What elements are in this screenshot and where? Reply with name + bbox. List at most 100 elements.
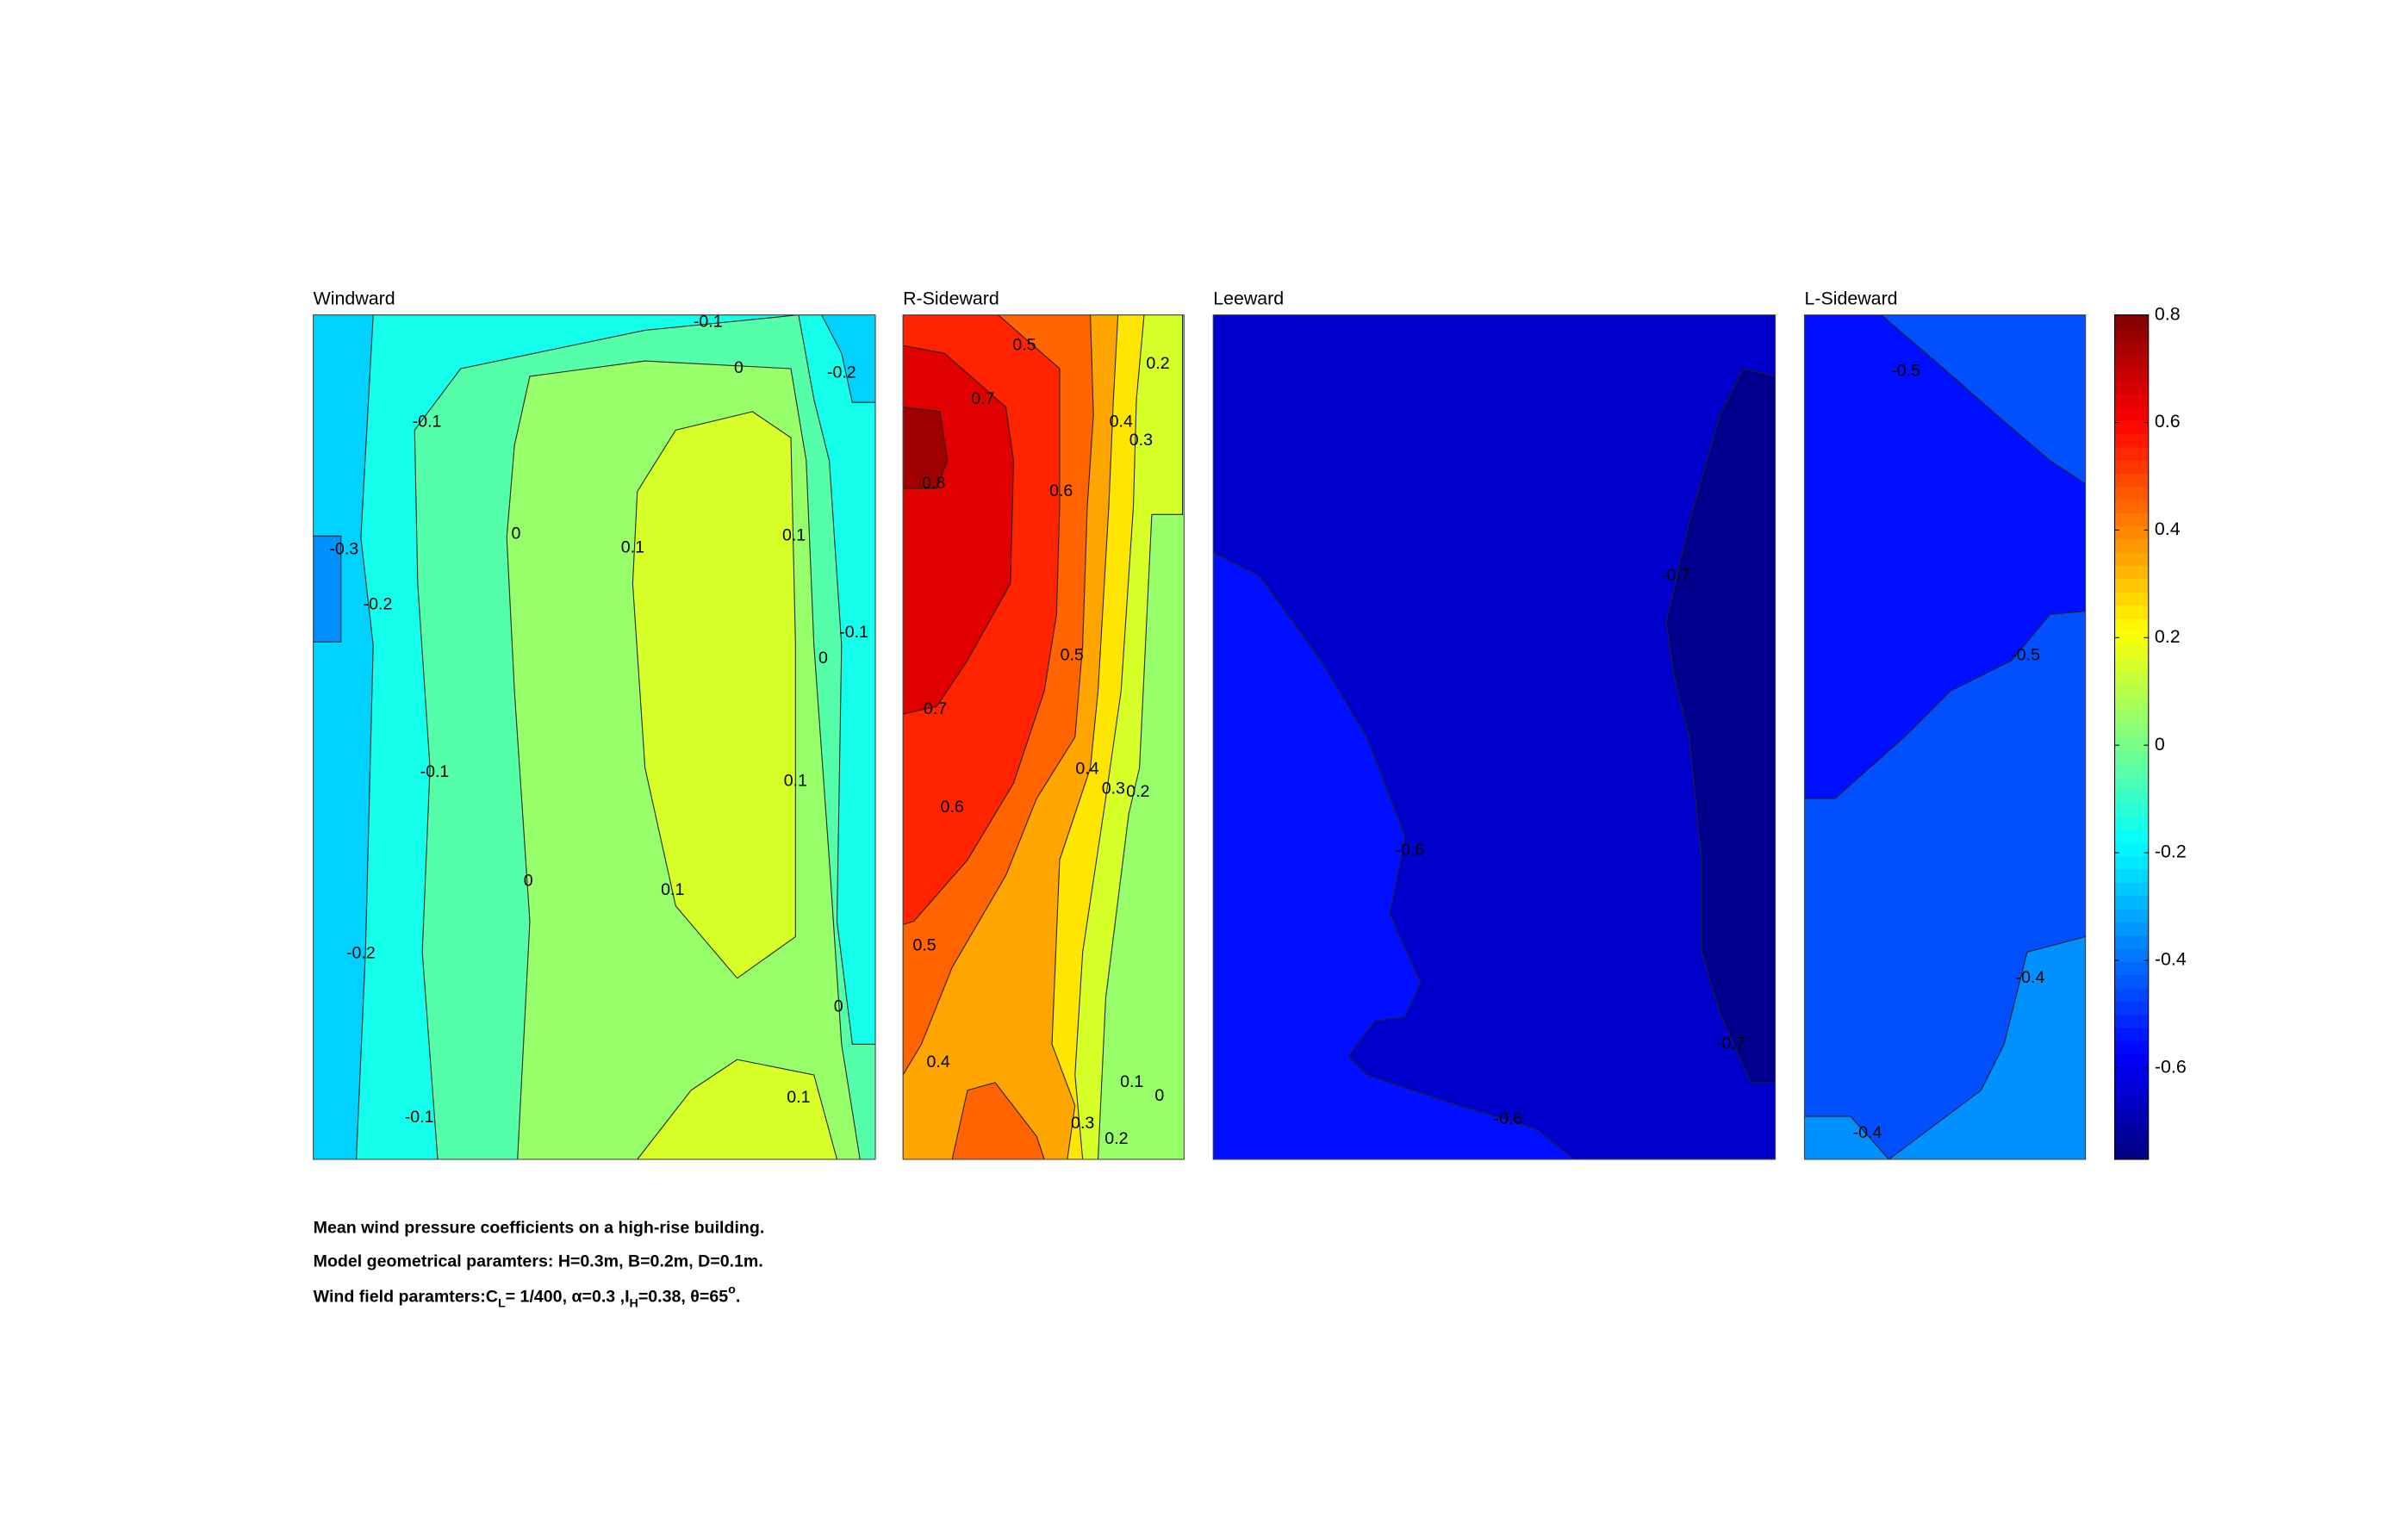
caption-part: Wind field paramters:C: [314, 1288, 498, 1307]
contour-region: [951, 1082, 1045, 1160]
colorbar-swatch: [2114, 592, 2149, 606]
contour-label: -0.1: [694, 313, 723, 332]
colorbar-swatch: [2114, 314, 2149, 329]
panel-frame: [313, 314, 876, 1160]
contour-label: -0.1: [413, 413, 442, 432]
panel-frame: [1212, 314, 1776, 1160]
contour-label: 0.5: [1061, 646, 1084, 665]
colorbar-tick-label: -0.2: [2155, 842, 2187, 862]
caption-line: Mean wind pressure coefficients on a hig…: [314, 1218, 765, 1237]
colorbar-swatch: [2114, 605, 2149, 619]
contour-label: 0.1: [787, 1088, 810, 1107]
contour-region: [1665, 368, 1776, 1084]
panel-title: Windward: [314, 288, 395, 308]
colorbar-swatch: [2114, 394, 2149, 408]
colorbar-swatch: [2114, 525, 2149, 540]
panel-frame: [902, 314, 1185, 1160]
colorbar-swatch: [2114, 974, 2149, 989]
panel-frame: [1803, 314, 2087, 1160]
colorbar-tick-label: 0.8: [2155, 303, 2181, 324]
colorbar-swatch: [2114, 697, 2149, 711]
colorbar-swatch: [2114, 420, 2149, 435]
contour-panel: Leeward -0.7 -0.6 -0.7 -0.6: [1212, 288, 1776, 1160]
contour-label: -0.3: [329, 540, 358, 559]
colorbar-swatch: [2114, 868, 2149, 883]
contour-region: [637, 1059, 838, 1160]
contour-label: 0: [818, 649, 828, 668]
colorbar-swatch: [2114, 327, 2149, 342]
colorbar-swatch: [2114, 367, 2149, 382]
contour-fills: [313, 314, 876, 1160]
contour-label: 0.1: [661, 880, 684, 899]
colorbar-swatch: [2114, 578, 2149, 593]
contour-label: 0: [1154, 1086, 1164, 1105]
contour-fills: [1213, 314, 1776, 1160]
colorbar-swatch: [2114, 671, 2149, 686]
contour-label: 0.3: [1129, 431, 1153, 450]
colorbar-swatch: [2114, 1146, 2149, 1160]
caption-subscript: L: [498, 1296, 506, 1310]
colorbar-swatch: [2114, 565, 2149, 580]
contour-label: -0.6: [1494, 1109, 1523, 1128]
contour-label: 0.1: [1120, 1072, 1143, 1091]
caption-part: =0.38, θ=65: [638, 1288, 728, 1307]
colorbar-swatch: [2114, 947, 2149, 962]
colorbar-swatch: [2114, 1093, 2149, 1108]
contour-label: -0.6: [1395, 841, 1424, 860]
caption-part: = 1/400, α=0.3 ,I: [506, 1288, 630, 1307]
contour-label: 0.2: [1126, 782, 1149, 801]
contour-label: 0.7: [971, 389, 994, 408]
contour-label: -0.2: [346, 943, 376, 962]
colorbar-swatch: [2114, 473, 2149, 488]
contour-fills: [903, 314, 1185, 1160]
colorbar-swatch: [2114, 842, 2149, 857]
contour-label: 0.7: [924, 699, 947, 718]
contour-label: 0: [524, 872, 533, 891]
contour-label: -0.5: [1891, 362, 1920, 381]
colorbar-swatch: [2114, 552, 2149, 567]
contour-label: 0: [511, 525, 520, 543]
panel-title: L-Sideward: [1804, 288, 1897, 308]
colorbar-swatch: [2114, 1014, 2149, 1028]
colorbar-swatch: [2114, 1053, 2149, 1068]
colorbar-swatch: [2114, 407, 2149, 421]
colorbar-tick-label: 0.2: [2155, 626, 2181, 647]
contour-panel: L-Sideward -0.5 -0.5 -0.4 -0.4: [1803, 288, 2087, 1160]
colorbar-tick-label: 0.6: [2155, 411, 2181, 432]
colorbar-swatch: [2114, 512, 2149, 527]
contour-label: 0.1: [782, 525, 806, 544]
colorbar-swatch: [2114, 354, 2149, 369]
contour-label: 0: [734, 358, 744, 377]
colorbar-tick-label: 0: [2155, 734, 2165, 755]
colorbar-swatch: [2114, 1133, 2149, 1147]
contour-label: 0.4: [926, 1053, 949, 1071]
contour-label: -0.4: [2016, 968, 2045, 987]
contour-label: 0.5: [912, 935, 936, 954]
colorbar-swatch: [2114, 816, 2149, 830]
colorbar-swatch: [2114, 935, 2149, 949]
contour-label: 0.1: [784, 772, 807, 791]
contour-label: -0.7: [1661, 566, 1690, 585]
contour-label: 0.4: [1075, 759, 1098, 778]
contour-label: 0.2: [1146, 354, 1169, 373]
contour-label: -0.2: [364, 595, 393, 614]
contour-region: [1213, 552, 1575, 1160]
contour-label: -0.1: [405, 1108, 434, 1127]
colorbar-swatch: [2114, 1080, 2149, 1094]
contour-fills: [1804, 314, 2086, 1160]
colorbar-swatch: [2114, 1066, 2149, 1081]
caption-line: Model geometrical paramters: H=0.3m, B=0…: [314, 1252, 763, 1271]
colorbar-swatch: [2114, 500, 2149, 513]
caption-part: .: [736, 1288, 740, 1307]
contour-label: 0.8: [922, 474, 945, 493]
contour-region: [1804, 1115, 1890, 1160]
contour-label: -0.7: [1716, 1034, 1745, 1053]
contour-region: [903, 407, 949, 489]
colorbar-frame: [2114, 314, 2150, 1160]
colorbar-swatch: [2114, 644, 2149, 659]
contour-label: 0.3: [1102, 780, 1125, 798]
contour-label: -0.5: [2011, 646, 2040, 665]
